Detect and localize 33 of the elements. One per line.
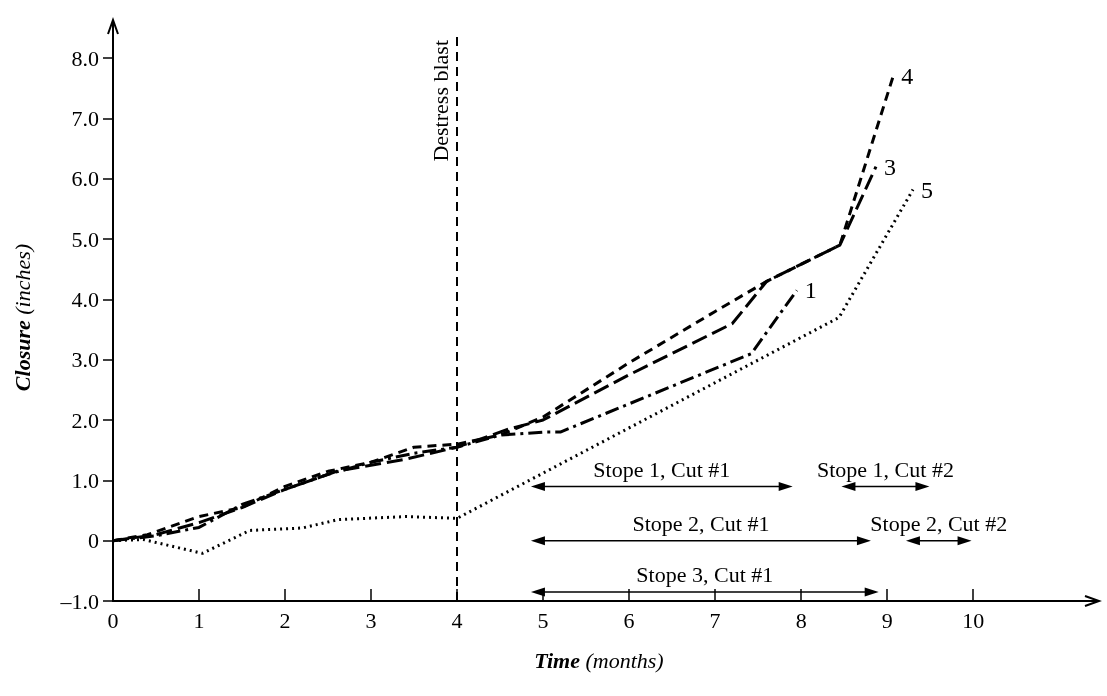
x-tick-label: 5 <box>537 607 549 633</box>
y-tick-label: –1.0 <box>59 588 99 614</box>
y-tick-label: 0 <box>88 528 99 554</box>
x-tick-label: 0 <box>107 607 119 633</box>
y-tick-label: 1.0 <box>71 467 99 493</box>
x-tick-label: 10 <box>962 607 985 633</box>
x-axis-title: Time (months) <box>534 647 664 673</box>
series-label: Stope 3, Cut #1 <box>636 562 774 588</box>
y-axis-title: Closure (inches) <box>9 243 35 392</box>
y-tick-label: 5.0 <box>71 226 99 252</box>
x-tick-label: 6 <box>623 607 635 633</box>
x-tick-label: 2 <box>279 607 291 633</box>
series-label: 4 <box>901 63 914 90</box>
y-tick-label: 3.0 <box>71 347 99 373</box>
series-label: 1 <box>804 277 817 304</box>
y-tick-label: 6.0 <box>71 166 99 192</box>
series-label: Stope 1, Cut #1 <box>593 456 731 482</box>
x-tick-label: 3 <box>365 607 377 633</box>
y-tick-label: 2.0 <box>71 407 99 433</box>
ref-line-label: Destress blast <box>427 40 453 162</box>
x-tick-label: 9 <box>881 607 893 633</box>
x-tick-label: 4 <box>451 607 463 633</box>
y-tick-label: 4.0 <box>71 286 99 312</box>
x-tick-label: 8 <box>795 607 807 633</box>
series-label: 3 <box>883 153 896 180</box>
y-tick-label: 7.0 <box>71 105 99 131</box>
series-label: Stope 1, Cut #2 <box>816 456 954 482</box>
x-tick-label: 7 <box>709 607 721 633</box>
series-label: Stope 2, Cut #2 <box>870 511 1008 537</box>
series-label: Stope 2, Cut #1 <box>632 511 770 537</box>
y-tick-label: 8.0 <box>71 45 99 71</box>
x-tick-label: 1 <box>193 607 205 633</box>
series-label: 5 <box>920 176 933 203</box>
